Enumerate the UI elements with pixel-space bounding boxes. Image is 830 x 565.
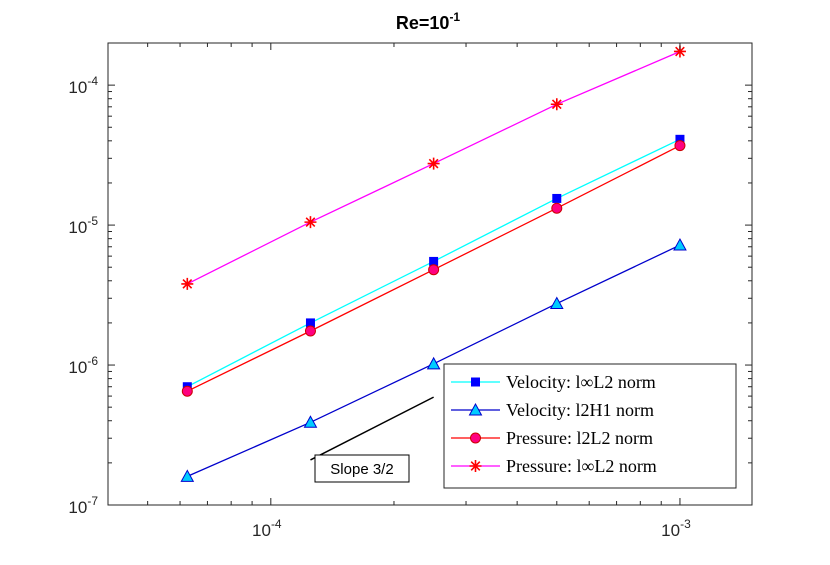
series-4-point (550, 98, 563, 111)
legend-layer: Velocity: l∞L2 norm Velocity: l2H1 norm Pr… (443, 363, 737, 489)
series-4-point (304, 216, 317, 229)
series-2-point (673, 238, 687, 251)
legend-item-3: Pressure: l2L2 norm (451, 428, 653, 448)
series-3-point (551, 202, 563, 214)
y-tick-label: 10-7 (68, 494, 98, 517)
series-4-point (673, 45, 686, 58)
slope-label: Slope 3/2 (330, 461, 393, 478)
legend-item-4: Pressure: l∞L2 norm (451, 456, 657, 476)
slope-label-box (314, 454, 410, 483)
legend-marker (470, 432, 481, 444)
legend-label: Pressure: l2L2 norm (506, 428, 653, 448)
series-3-point (181, 385, 193, 397)
series-2-point (426, 356, 441, 370)
axes-layer: 10-4 10-3 10-7 10-6 10-5 10-4 (68, 42, 753, 540)
legend-marker (469, 460, 482, 472)
series-1-point (552, 193, 562, 203)
legend-marker (471, 377, 480, 387)
series-2-point (303, 415, 318, 428)
series-3-point (674, 140, 686, 152)
series-2-point (180, 469, 195, 482)
legend-label: Pressure: l∞L2 norm (506, 456, 657, 476)
series-layer (180, 45, 687, 482)
series-2-point (549, 296, 564, 310)
y-tick-label: 10-6 (68, 354, 98, 377)
slope-reference-line (310, 396, 434, 461)
annotation-layer: Slope 3/2 (310, 396, 434, 483)
title-layer: Re=10-1 (396, 10, 461, 33)
series-4-point (181, 277, 194, 290)
legend-item-2: Velocity: l2H1 norm (451, 400, 654, 420)
y-tick-label: 10-4 (68, 74, 98, 97)
legend-label: Velocity: l∞L2 norm (506, 372, 656, 392)
x-tick-label: 10-3 (661, 517, 691, 540)
x-tick-label: 10-4 (252, 517, 282, 540)
axes-box (107, 42, 753, 506)
legend-marker (468, 402, 483, 416)
series-4-point (427, 157, 440, 170)
legend-label: Velocity: l2H1 norm (506, 400, 654, 420)
series-3-point (428, 264, 440, 276)
y-tick-label: 10-5 (68, 214, 98, 237)
legend-box (443, 363, 737, 489)
chart-title: Re=10-1 (396, 10, 461, 33)
legend-item-1: Velocity: l∞L2 norm (451, 372, 656, 392)
series-3-point (304, 325, 316, 337)
